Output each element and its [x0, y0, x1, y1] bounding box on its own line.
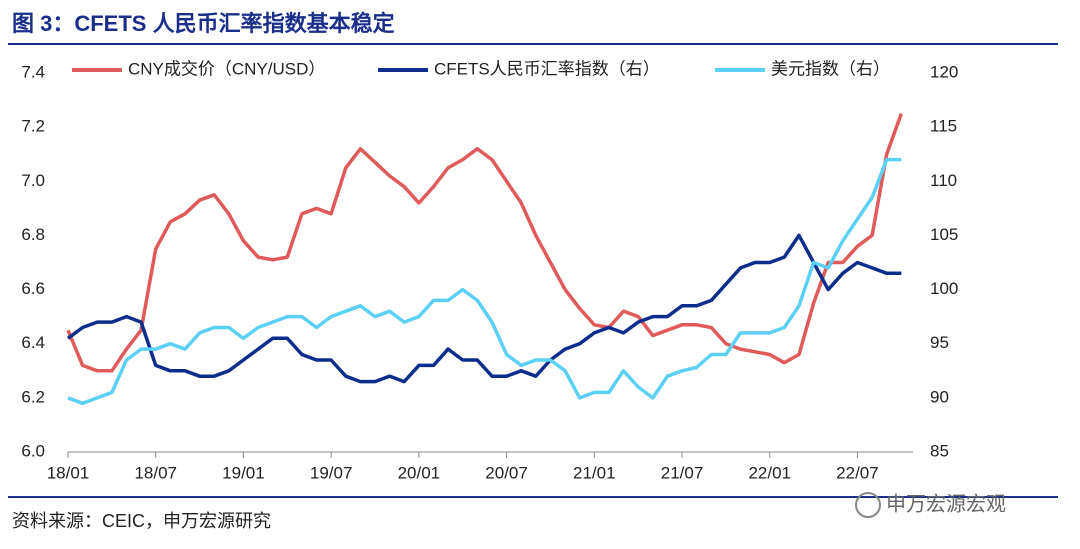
- y2-tick-label: 120: [930, 62, 958, 81]
- y-tick-label: 6.6: [21, 279, 45, 298]
- y-tick-label: 7.0: [21, 171, 45, 190]
- y2-tick-label: 115: [930, 117, 957, 136]
- x-tick-label: 22/07: [836, 463, 879, 482]
- y-tick-label: 6.4: [21, 333, 45, 352]
- y2-tick-label: 110: [930, 171, 957, 190]
- legend-label: 美元指数（右）: [771, 59, 890, 78]
- watermark-icon: [855, 492, 881, 518]
- y2-tick-label: 100: [930, 279, 958, 298]
- y-tick-label: 6.0: [21, 441, 45, 460]
- y-tick-label: 7.2: [21, 117, 45, 136]
- series-line: [67, 157, 902, 406]
- legend-label: CNY成交价（CNY/USD）: [128, 59, 325, 78]
- y2-tick-label: 85: [930, 441, 949, 460]
- x-tick-label: 20/01: [398, 463, 441, 482]
- legend-label: CFETS人民币汇率指数（右）: [434, 59, 660, 78]
- x-tick-label: 19/07: [310, 463, 353, 482]
- series-line: [66, 233, 902, 384]
- x-tick-label: 19/01: [222, 463, 265, 482]
- y2-tick-label: 90: [930, 387, 949, 406]
- x-tick-label: 18/07: [134, 463, 177, 482]
- watermark: 申万宏源宏观: [886, 492, 1006, 515]
- series-line: [66, 113, 903, 373]
- x-tick-label: 21/07: [661, 463, 704, 482]
- y-tick-label: 7.4: [21, 62, 45, 81]
- x-tick-label: 20/07: [485, 463, 528, 482]
- y-tick-label: 6.8: [21, 225, 45, 244]
- source: 资料来源：CEIC，申万宏源研究: [12, 511, 271, 531]
- y-tick-label: 6.2: [21, 387, 45, 406]
- x-tick-label: 22/01: [748, 463, 791, 482]
- y2-tick-label: 95: [930, 333, 949, 352]
- x-tick-label: 18/01: [47, 463, 90, 482]
- x-tick-label: 21/01: [573, 463, 616, 482]
- chart-title: 图 3：CFETS 人民币汇率指数基本稳定: [12, 11, 395, 36]
- y2-tick-label: 105: [930, 225, 958, 244]
